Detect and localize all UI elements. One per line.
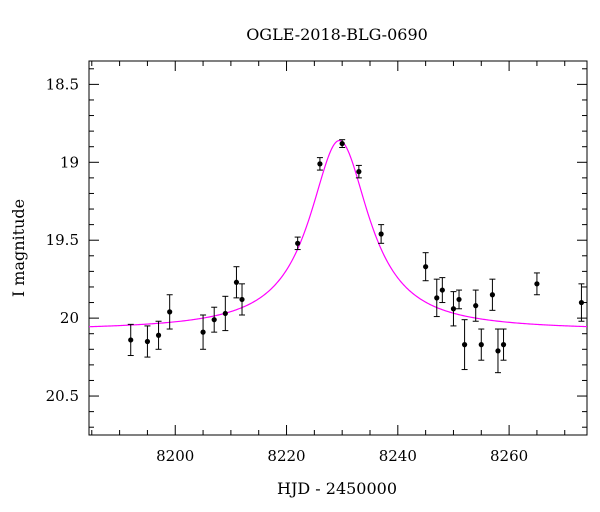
data-point: [339, 139, 346, 148]
data-point: [294, 236, 301, 251]
data-point: [200, 314, 207, 350]
data-point-marker: [489, 292, 496, 298]
data-point-marker: [473, 303, 479, 309]
data-point-marker: [456, 296, 462, 303]
data-point: [439, 277, 446, 304]
data-point-marker: [500, 342, 507, 348]
data-point-marker: [439, 287, 445, 293]
data-point-marker: [356, 169, 362, 175]
y-tick-label: 19: [60, 153, 79, 171]
data-point: [316, 157, 323, 171]
data-point-marker: [339, 140, 345, 147]
x-tick-label: 8260: [490, 447, 528, 465]
data-point: [478, 328, 485, 361]
data-point: [155, 320, 162, 350]
data-point: [489, 278, 496, 311]
data-point-marker: [211, 317, 217, 323]
data-point: [500, 328, 507, 361]
y-tick-label: 20: [60, 309, 79, 327]
y-tick-label: 19.5: [46, 231, 79, 249]
data-point: [233, 266, 240, 299]
data-points-layer: [127, 139, 585, 374]
data-point: [461, 319, 468, 371]
data-point: [211, 306, 218, 333]
data-point: [127, 323, 134, 357]
data-point: [433, 278, 440, 318]
data-point: [472, 289, 479, 322]
data-point-marker: [317, 161, 323, 167]
data-point-marker: [534, 281, 540, 287]
data-point: [494, 328, 501, 374]
data-point: [456, 289, 463, 310]
data-point-marker: [144, 338, 151, 345]
data-point-marker: [128, 337, 134, 343]
data-point: [450, 291, 457, 327]
data-point: [378, 224, 385, 244]
y-axis-label: I magnitude: [9, 199, 28, 297]
data-point: [533, 272, 540, 296]
data-point: [144, 325, 151, 358]
data-point-marker: [239, 296, 245, 303]
data-point-marker: [434, 295, 440, 301]
data-point-marker: [378, 231, 384, 237]
data-point: [222, 295, 229, 332]
ticks-layer: 8200 8220 8240 8260 18.5 19 19.5 20 20.5: [46, 61, 587, 465]
data-point: [578, 283, 585, 322]
data-point-marker: [461, 342, 468, 348]
data-point-marker: [578, 299, 585, 306]
plot-frame: [88, 60, 588, 436]
data-point: [422, 252, 429, 282]
data-point: [355, 164, 362, 179]
model-curve-line: [88, 139, 588, 328]
chart-title: OGLE-2018-BLG-0690: [246, 25, 428, 44]
data-point-marker: [167, 309, 173, 315]
data-point-marker: [222, 310, 228, 317]
x-tick-label: 8220: [267, 447, 305, 465]
x-axis-label: HJD - 2450000: [277, 479, 397, 498]
data-point: [239, 283, 246, 316]
data-point-marker: [423, 264, 429, 270]
y-tick-label: 20.5: [46, 387, 79, 405]
data-point-marker: [155, 332, 162, 338]
data-point-marker: [200, 329, 206, 335]
data-point-marker: [295, 240, 301, 246]
data-point-marker: [478, 342, 484, 348]
y-tick-label: 18.5: [46, 75, 79, 93]
data-point-marker: [495, 348, 501, 354]
x-tick-label: 8200: [156, 447, 194, 465]
model-curve-layer: [88, 139, 588, 328]
data-point-marker: [233, 279, 240, 285]
x-tick-label: 8240: [379, 447, 417, 465]
data-point-marker: [450, 306, 457, 312]
data-point: [166, 294, 173, 330]
